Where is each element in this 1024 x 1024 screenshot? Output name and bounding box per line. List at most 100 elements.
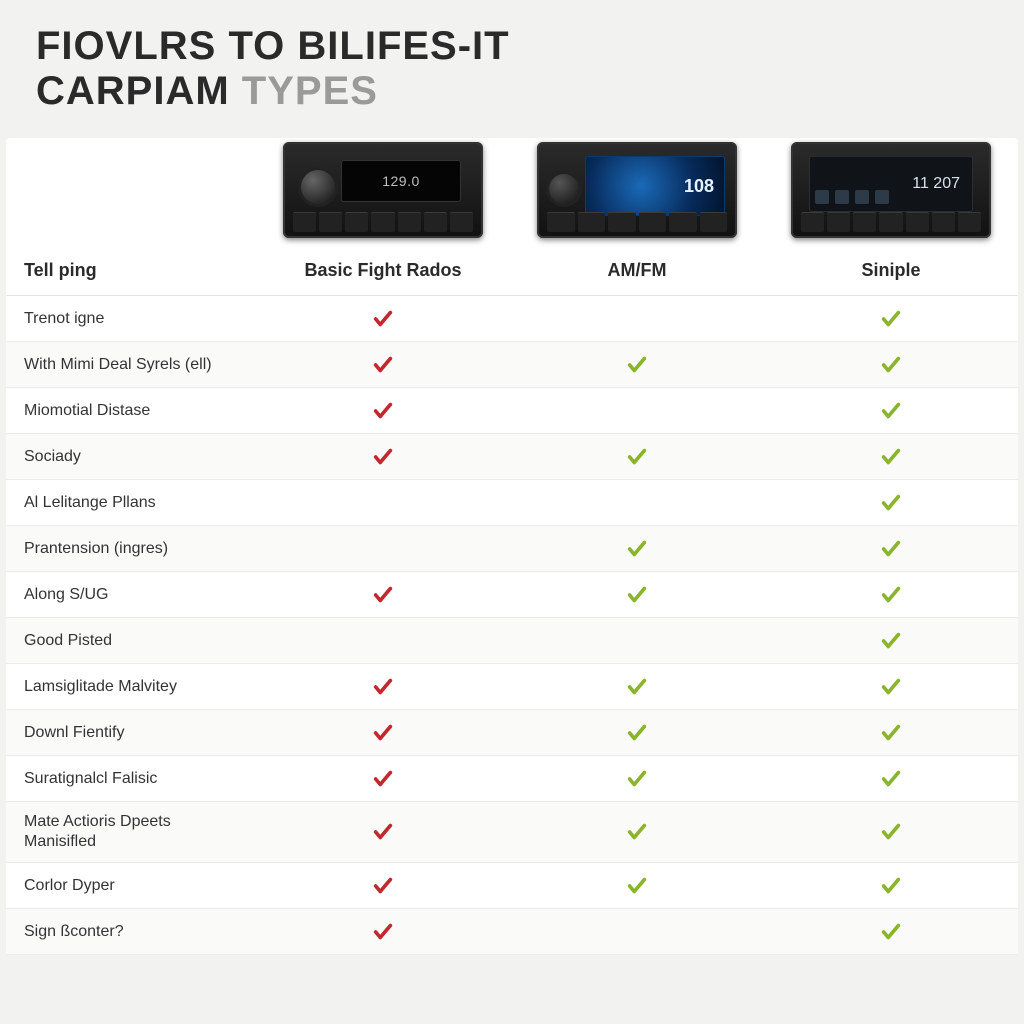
feature-row: Downl Fientify xyxy=(6,710,1018,756)
feature-cell xyxy=(764,676,1018,698)
check-green-icon xyxy=(880,308,902,330)
column-header-3: Siniple xyxy=(764,246,1018,295)
check-green-icon xyxy=(626,446,648,468)
feature-cell xyxy=(510,676,764,698)
check-red-icon xyxy=(372,875,394,897)
radio-screen-1: 129.0 xyxy=(341,160,461,202)
feature-cell xyxy=(510,821,764,843)
feature-row: Corlor Dyper xyxy=(6,863,1018,909)
title-line-1: FIOVLRS TO BILIFES-IT xyxy=(36,24,988,69)
check-green-icon xyxy=(880,768,902,790)
feature-label: Along S/UG xyxy=(6,575,256,615)
feature-cell xyxy=(256,308,510,330)
product-1: 129.0 xyxy=(256,142,510,238)
check-green-icon xyxy=(626,584,648,606)
feature-cell xyxy=(256,676,510,698)
check-green-icon xyxy=(626,354,648,376)
feature-label: Sign ßconter? xyxy=(6,912,256,952)
comparison-table: 129.0 108 11 207 Tell ping Basic Fight R… xyxy=(6,138,1018,955)
feature-cell xyxy=(256,400,510,422)
check-green-icon xyxy=(880,446,902,468)
feature-label: With Mimi Deal Syrels (ell) xyxy=(6,345,256,385)
check-green-icon xyxy=(880,584,902,606)
feature-row: Prantension (ingres) xyxy=(6,526,1018,572)
check-green-icon xyxy=(880,875,902,897)
feature-cell xyxy=(764,875,1018,897)
check-green-icon xyxy=(626,821,648,843)
feature-row: Sign ßconter? xyxy=(6,909,1018,955)
feature-row: Miomotial Distase xyxy=(6,388,1018,434)
feature-label: Lamsiglitade Malvitey xyxy=(6,667,256,707)
feature-cell xyxy=(256,921,510,943)
feature-cell xyxy=(510,875,764,897)
feature-row: Trenot igne xyxy=(6,296,1018,342)
check-red-icon xyxy=(372,584,394,606)
feature-label: Downl Fientify xyxy=(6,713,256,753)
page-header: FIOVLRS TO BILIFES-IT CARPIAM TYPES xyxy=(0,0,1024,130)
feature-cell xyxy=(764,722,1018,744)
check-green-icon xyxy=(880,354,902,376)
radio-dial-icon xyxy=(301,170,335,204)
feature-label: Al Lelitange Pllans xyxy=(6,483,256,523)
feature-cell xyxy=(764,768,1018,790)
feature-label: Mate Actioris Dpeets Manisifled xyxy=(6,802,256,862)
radio-image-3: 11 207 xyxy=(791,142,991,238)
column-header-row: Tell ping Basic Fight Rados AM/FM Sinipl… xyxy=(6,246,1018,296)
check-green-icon xyxy=(880,722,902,744)
radio-buttons-row xyxy=(547,212,727,232)
title-line-2: CARPIAM TYPES xyxy=(36,69,988,114)
feature-row: Lamsiglitade Malvitey xyxy=(6,664,1018,710)
product-image-row: 129.0 108 11 207 xyxy=(6,138,1018,246)
feature-cell xyxy=(256,446,510,468)
feature-cell xyxy=(764,921,1018,943)
feature-cell xyxy=(764,630,1018,652)
feature-row: Suratignalcl Falisic xyxy=(6,756,1018,802)
feature-label: Sociady xyxy=(6,437,256,477)
feature-label: Corlor Dyper xyxy=(6,866,256,906)
feature-label: Trenot igne xyxy=(6,299,256,339)
column-header-1: Basic Fight Rados xyxy=(256,246,510,295)
feature-cell xyxy=(764,308,1018,330)
feature-cell xyxy=(764,446,1018,468)
feature-cell xyxy=(764,538,1018,560)
title-word-2: TYPES xyxy=(230,69,378,113)
check-green-icon xyxy=(880,921,902,943)
column-header-2: AM/FM xyxy=(510,246,764,295)
check-green-icon xyxy=(880,492,902,514)
row-label-header: Tell ping xyxy=(6,246,256,295)
feature-cell xyxy=(256,821,510,843)
check-green-icon xyxy=(880,630,902,652)
feature-cell xyxy=(256,875,510,897)
check-green-icon xyxy=(626,722,648,744)
radio-dial-icon xyxy=(549,174,579,204)
feature-cell xyxy=(510,446,764,468)
feature-cell xyxy=(764,400,1018,422)
feature-cell xyxy=(256,722,510,744)
feature-row: Sociady xyxy=(6,434,1018,480)
radio-image-2: 108 xyxy=(537,142,737,238)
check-red-icon xyxy=(372,676,394,698)
check-red-icon xyxy=(372,446,394,468)
feature-row: Good Pisted xyxy=(6,618,1018,664)
feature-cell xyxy=(256,354,510,376)
product-2: 108 xyxy=(510,142,764,238)
feature-cell xyxy=(510,722,764,744)
check-green-icon xyxy=(880,676,902,698)
feature-row: Mate Actioris Dpeets Manisifled xyxy=(6,802,1018,863)
feature-label: Good Pisted xyxy=(6,621,256,661)
check-red-icon xyxy=(372,354,394,376)
feature-label: Suratignalcl Falisic xyxy=(6,759,256,799)
check-green-icon xyxy=(626,768,648,790)
check-red-icon xyxy=(372,400,394,422)
check-red-icon xyxy=(372,308,394,330)
check-green-icon xyxy=(626,676,648,698)
radio-app-icons xyxy=(815,190,889,204)
check-red-icon xyxy=(372,722,394,744)
feature-cell xyxy=(256,584,510,606)
feature-cell xyxy=(764,584,1018,606)
feature-label: Miomotial Distase xyxy=(6,391,256,431)
feature-cell xyxy=(510,538,764,560)
radio-buttons-row xyxy=(293,212,473,232)
feature-row: Along S/UG xyxy=(6,572,1018,618)
product-3: 11 207 xyxy=(764,142,1018,238)
